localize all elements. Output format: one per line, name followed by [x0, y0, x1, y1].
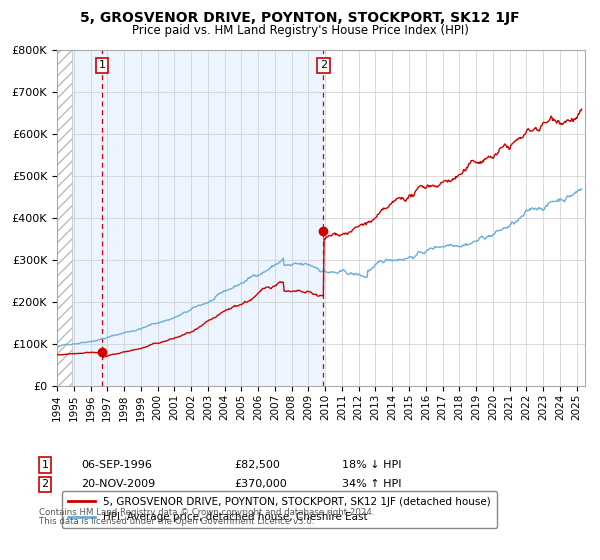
- Text: £82,500: £82,500: [234, 460, 280, 470]
- Text: 2: 2: [320, 60, 327, 71]
- Text: Contains HM Land Registry data © Crown copyright and database right 2024.: Contains HM Land Registry data © Crown c…: [39, 508, 374, 517]
- Text: 18% ↓ HPI: 18% ↓ HPI: [342, 460, 401, 470]
- Text: This data is licensed under the Open Government Licence v3.0.: This data is licensed under the Open Gov…: [39, 517, 314, 526]
- Text: 34% ↑ HPI: 34% ↑ HPI: [342, 479, 401, 489]
- Bar: [57, 50, 323, 386]
- Text: 5, GROSVENOR DRIVE, POYNTON, STOCKPORT, SK12 1JF: 5, GROSVENOR DRIVE, POYNTON, STOCKPORT, …: [80, 11, 520, 25]
- Text: £370,000: £370,000: [234, 479, 287, 489]
- Text: 2: 2: [41, 479, 49, 489]
- Text: 1: 1: [41, 460, 49, 470]
- Text: 20-NOV-2009: 20-NOV-2009: [81, 479, 155, 489]
- Text: 06-SEP-1996: 06-SEP-1996: [81, 460, 152, 470]
- Legend: 5, GROSVENOR DRIVE, POYNTON, STOCKPORT, SK12 1JF (detached house), HPI: Average : 5, GROSVENOR DRIVE, POYNTON, STOCKPORT, …: [62, 491, 497, 529]
- Bar: [57, 50, 72, 386]
- Text: 1: 1: [98, 60, 106, 71]
- Text: Price paid vs. HM Land Registry's House Price Index (HPI): Price paid vs. HM Land Registry's House …: [131, 24, 469, 36]
